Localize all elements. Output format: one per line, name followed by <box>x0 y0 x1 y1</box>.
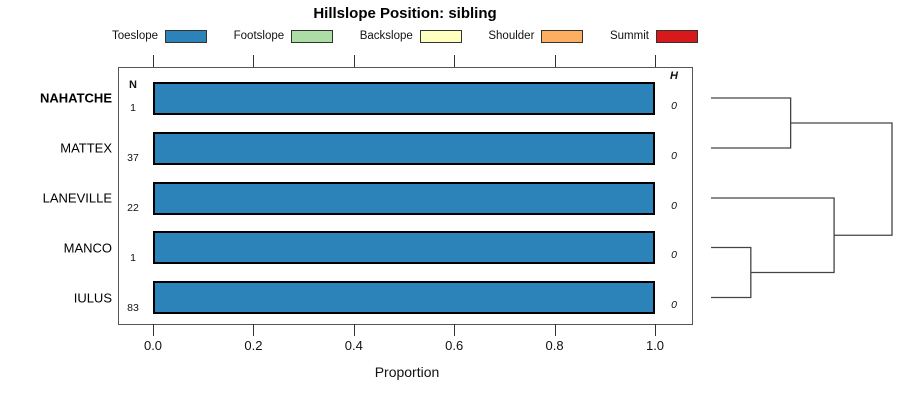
x-tick-top <box>153 55 154 67</box>
x-tick-label: 0.6 <box>445 338 464 353</box>
x-tick-bottom <box>655 324 656 336</box>
legend: Toeslope Footslope Backslope Shoulder Summit <box>112 28 698 44</box>
dendrogram-link <box>711 97 792 149</box>
bar-manco <box>153 231 655 264</box>
h-value: 0 <box>671 299 677 311</box>
x-tick-bottom <box>353 324 355 336</box>
x-tick-bottom <box>253 324 255 336</box>
legend-label: Toeslope <box>112 30 159 42</box>
bar-segment-toeslope <box>155 83 653 113</box>
legend-label: Backslope <box>359 30 413 42</box>
x-tick-bottom <box>554 324 556 336</box>
legend-swatch-shoulder <box>541 29 584 43</box>
bar-segment-toeslope <box>155 183 653 213</box>
legend-swatch-backslope <box>419 29 462 43</box>
x-tick-top <box>655 55 656 67</box>
x-tick-label: 0.2 <box>244 338 263 353</box>
bar-laneville <box>153 181 655 215</box>
x-tick-label: 0.8 <box>545 338 564 353</box>
legend-label: Shoulder <box>488 30 535 42</box>
x-tick-bottom <box>153 324 154 336</box>
row-label-iulus: IULUS <box>73 290 112 305</box>
x-tick-label: 1.0 <box>645 338 665 353</box>
n-value: 22 <box>127 202 139 214</box>
legend-swatch-summit <box>655 29 698 43</box>
h-value: 0 <box>671 149 677 162</box>
row-label-manco: MANCO <box>63 240 112 255</box>
h-value: 0 <box>671 249 677 261</box>
legend-label: Footslope <box>233 30 285 42</box>
legend-item-summit: Summit <box>609 29 698 43</box>
h-value: 0 <box>671 199 677 212</box>
bar-mattex <box>153 131 655 165</box>
bar-iulus <box>153 281 655 314</box>
x-tick-bottom <box>454 324 456 336</box>
bar-segment-toeslope <box>155 133 653 163</box>
legend-item-toeslope: Toeslope <box>112 29 208 43</box>
n-value: 1 <box>130 251 136 264</box>
row-label-mattex: MATTEX <box>60 140 112 156</box>
legend-swatch-toeslope <box>165 29 208 43</box>
legend-swatch-footslope <box>291 29 334 43</box>
dendrogram-link <box>790 122 893 236</box>
x-tick-top <box>353 55 355 67</box>
bar-segment-toeslope <box>155 233 653 262</box>
plot-area-border <box>118 67 693 325</box>
n-column-header: N <box>129 79 137 91</box>
legend-item-backslope: Backslope <box>359 29 462 43</box>
bar-segment-toeslope <box>155 283 653 312</box>
dendrogram-link <box>711 197 835 274</box>
legend-item-footslope: Footslope <box>233 29 334 43</box>
x-tick-label: 0.0 <box>143 338 163 353</box>
legend-label: Summit <box>609 30 649 42</box>
h-value: 0 <box>671 99 677 112</box>
row-label-laneville: LANEVILLE <box>42 190 112 206</box>
row-label-nahatche: NAHATCHE <box>40 90 112 106</box>
h-column-header: H <box>670 70 678 82</box>
x-tick-label: 0.4 <box>344 338 363 353</box>
dendrogram-link <box>711 246 752 299</box>
n-value: 1 <box>130 102 136 114</box>
x-tick-top <box>253 55 255 67</box>
x-tick-top <box>454 55 456 67</box>
legend-item-shoulder: Shoulder <box>488 29 584 43</box>
x-axis-label: Proportion <box>374 364 440 380</box>
bar-nahatche <box>153 81 655 115</box>
x-tick-top <box>554 55 556 67</box>
chart-title: Hillslope Position: sibling <box>313 5 497 22</box>
n-value: 83 <box>127 301 139 314</box>
n-value: 37 <box>127 152 139 164</box>
